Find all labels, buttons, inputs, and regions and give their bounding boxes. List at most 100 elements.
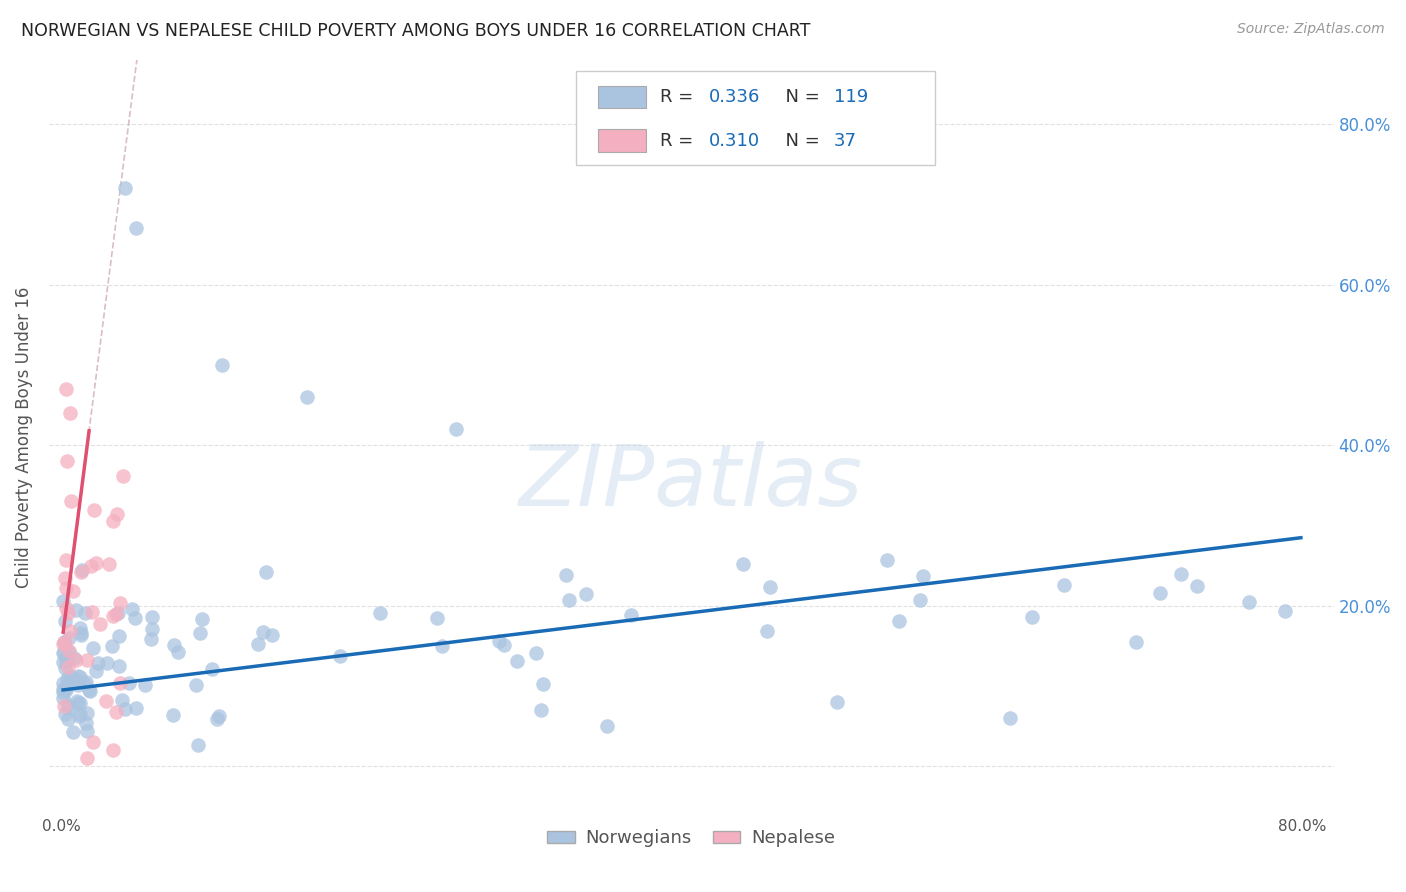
Point — [52, 645, 75, 659]
Point — [75, 715, 97, 730]
Point — [329, 649, 352, 664]
Point — [107, 629, 129, 643]
Point — [103, 514, 125, 528]
Point — [69, 670, 91, 684]
Point — [492, 638, 515, 652]
Point — [55, 654, 77, 668]
Point — [104, 607, 127, 621]
FancyBboxPatch shape — [575, 71, 935, 165]
Text: Source: ZipAtlas.com: Source: ZipAtlas.com — [1237, 22, 1385, 37]
Point — [56, 679, 79, 693]
Point — [162, 638, 184, 652]
Point — [596, 719, 619, 733]
Point — [73, 606, 96, 620]
Point — [107, 606, 129, 620]
Legend: Norwegians, Nepalese: Norwegians, Nepalese — [540, 822, 842, 855]
Point — [141, 622, 163, 636]
Point — [134, 678, 156, 692]
Point — [53, 635, 76, 649]
Point — [58, 701, 80, 715]
Point — [53, 681, 76, 696]
Point — [141, 610, 163, 624]
Point — [55, 581, 77, 595]
Point — [211, 358, 233, 372]
Point — [187, 738, 209, 752]
Point — [52, 681, 75, 696]
Point — [55, 683, 77, 698]
Point — [430, 639, 453, 653]
Point — [260, 628, 283, 642]
Point — [52, 594, 75, 608]
Point — [188, 625, 211, 640]
Point — [55, 601, 77, 615]
Point — [908, 592, 931, 607]
Point — [98, 558, 121, 572]
Point — [65, 673, 87, 688]
Point — [759, 580, 782, 594]
Point — [488, 633, 510, 648]
Point — [58, 606, 80, 620]
Point — [77, 683, 100, 698]
Point — [574, 587, 596, 601]
Point — [112, 469, 135, 483]
Point — [83, 503, 105, 517]
Point — [69, 621, 91, 635]
Point — [70, 628, 93, 642]
Point — [52, 685, 75, 699]
Point — [56, 712, 79, 726]
Point — [524, 646, 547, 660]
Point — [53, 614, 76, 628]
Point — [69, 707, 91, 722]
Point — [76, 751, 98, 765]
Point — [111, 693, 134, 707]
Point — [186, 678, 208, 692]
Y-axis label: Child Poverty Among Boys Under 16: Child Poverty Among Boys Under 16 — [15, 286, 32, 588]
Point — [105, 507, 128, 521]
Point — [73, 675, 96, 690]
Point — [55, 382, 77, 396]
Point — [103, 743, 125, 757]
Point — [76, 723, 98, 738]
Point — [911, 568, 934, 582]
Point — [620, 607, 643, 622]
Point — [426, 611, 449, 625]
Point — [1185, 579, 1208, 593]
Point — [201, 662, 224, 676]
Point — [87, 656, 110, 670]
Point — [84, 664, 107, 678]
Point — [1170, 566, 1192, 581]
Text: 0.336: 0.336 — [709, 88, 761, 106]
Point — [825, 695, 848, 709]
Text: ZIPatlas: ZIPatlas — [519, 441, 863, 524]
Point — [58, 643, 80, 657]
Point — [254, 565, 277, 579]
Point — [531, 677, 554, 691]
Point — [756, 624, 779, 638]
Point — [72, 563, 94, 577]
Point — [55, 553, 77, 567]
Text: 119: 119 — [834, 88, 868, 106]
Point — [191, 612, 214, 626]
FancyBboxPatch shape — [598, 129, 647, 152]
Text: 0.310: 0.310 — [709, 132, 761, 150]
Point — [101, 609, 124, 624]
Point — [56, 454, 79, 468]
Point — [139, 632, 162, 647]
Point — [53, 706, 76, 721]
Point — [59, 624, 82, 638]
Point — [80, 559, 103, 574]
Point — [66, 678, 89, 692]
Point — [76, 706, 98, 721]
Point — [1021, 609, 1043, 624]
Point — [104, 705, 127, 719]
Text: R =: R = — [661, 88, 699, 106]
Point — [82, 605, 104, 619]
Point — [108, 658, 131, 673]
Point — [889, 614, 911, 628]
Point — [876, 553, 898, 567]
Point — [444, 422, 467, 436]
Point — [65, 653, 87, 667]
Point — [82, 640, 104, 655]
Point — [252, 625, 274, 640]
Text: R =: R = — [661, 132, 699, 150]
